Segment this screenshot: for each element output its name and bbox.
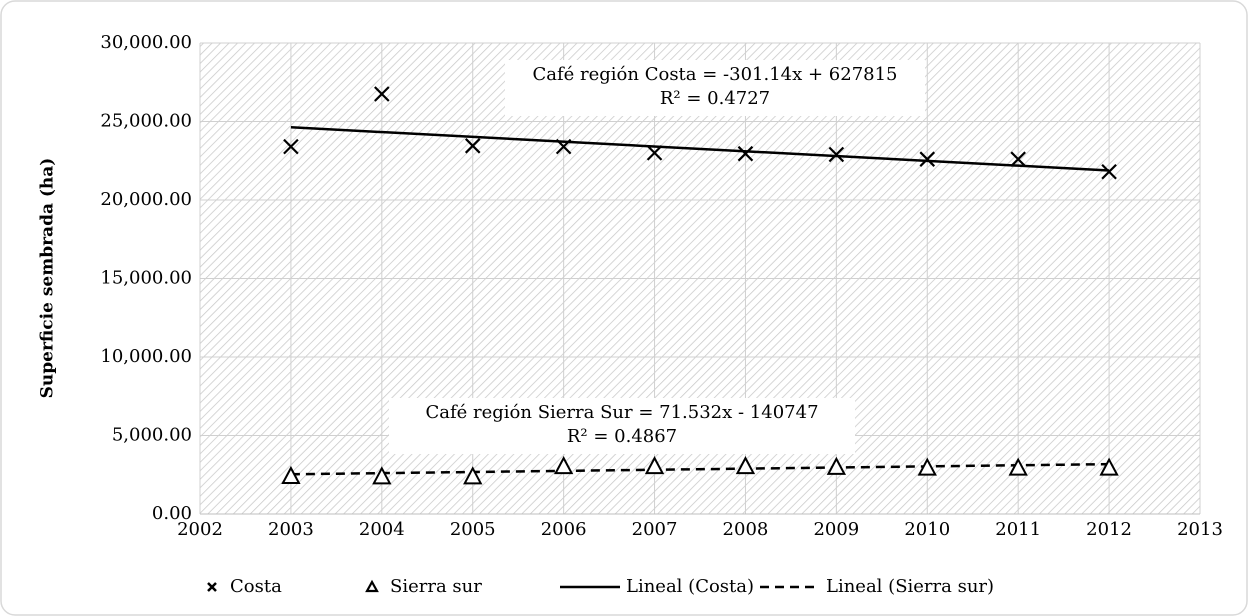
marker-x [919,151,936,167]
annotation-box [389,398,855,454]
x-tick-label: 2002 [177,519,223,540]
x-tick-label: 2007 [632,519,678,540]
annotation-box [505,60,925,116]
y-tick-label: 10,000.00 [100,346,192,367]
marker-triangle [644,455,665,475]
y-tick-label: 30,000.00 [100,32,192,53]
x-tick-label: 2008 [723,519,769,540]
marker-triangle [826,456,847,475]
marker-triangle [1099,457,1119,476]
marker-triangle [553,455,574,475]
marker-x [283,138,299,155]
annotation-text: R² = 0.4727 [660,88,770,109]
legend-label: Lineal (Costa) [626,576,754,597]
x-tick-label: 2010 [904,519,950,540]
x-tick-label: 2004 [359,519,405,540]
marker-x [464,138,481,154]
marker-triangle [281,465,301,485]
marker-x [1010,151,1026,167]
legend-label: Costa [230,576,282,597]
marker-x [737,145,754,162]
x-tick-label: 2013 [1177,519,1223,540]
y-tick-label: 15,000.00 [100,268,192,289]
x-tick-label: 2005 [450,519,496,540]
legend-marker [207,582,217,592]
marker-triangle [372,466,392,485]
trend-line [290,126,1110,172]
annotation-text: Café región Costa = -301.14x + 627815 [532,64,897,85]
legend-marker [365,579,379,593]
y-tick-label: 20,000.00 [100,189,192,210]
marker-x [828,146,845,163]
marker-x [555,138,572,155]
marker-triangle [917,457,937,476]
marker-x [1101,163,1117,180]
x-tick-label: 2012 [1086,519,1132,540]
y-tick-label: 0.00 [152,503,192,524]
annotation-text: R² = 0.4867 [567,426,677,447]
marker-x [646,145,663,161]
marker-triangle [735,455,756,475]
x-tick-label: 2011 [995,519,1041,540]
marker-x [374,86,390,102]
y-axis-label: Superficie sembrada (ha) [38,158,58,399]
x-tick-label: 2003 [268,519,314,540]
y-tick-label: 25,000.00 [100,111,192,132]
x-tick-label: 2006 [541,519,587,540]
y-tick-label: 5,000.00 [112,425,192,446]
trend-line [290,462,1110,476]
legend-label: Lineal (Sierra sur) [826,576,994,597]
annotation-text: Café región Sierra Sur = 71.532x - 14074… [425,402,818,423]
x-tick-label: 2009 [813,519,859,540]
legend-label: Sierra sur [390,576,482,597]
marker-triangle [1008,457,1028,476]
marker-triangle [463,466,483,485]
